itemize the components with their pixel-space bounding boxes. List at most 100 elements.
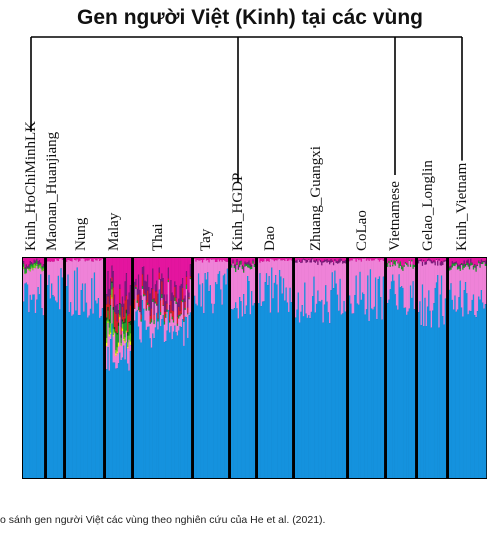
admixture-segment-blue <box>442 316 444 478</box>
admixture-segment-blue <box>76 267 79 478</box>
admixture-segment-magenta <box>261 258 264 262</box>
admixture-segment-pink <box>394 265 397 295</box>
admixture-segment-blue <box>216 284 218 478</box>
admixture-segment-purple <box>152 268 154 290</box>
admixture-segment-pink <box>449 270 451 290</box>
admixture-segment-blue <box>136 310 139 478</box>
admixture-segment-green <box>115 332 117 350</box>
admixture-segment-pink <box>205 260 208 280</box>
admixture-segment-blue <box>184 316 187 478</box>
admixture-segment-blue <box>336 294 339 478</box>
admixture-segment-magenta <box>408 258 411 260</box>
admixture-segment-pink <box>40 268 42 275</box>
admixture-segment-green <box>139 311 141 313</box>
admixture-segment-yellow <box>121 328 124 332</box>
admixture-segment-purple <box>23 261 25 264</box>
figure-caption: o sánh gen người Việt các vùng theo nghi… <box>0 514 326 526</box>
admixture-segment-magenta <box>84 258 87 262</box>
admixture-segment-blue <box>83 311 85 478</box>
admixture-segment-purple <box>166 294 168 304</box>
admixture-segment-pink <box>322 262 325 323</box>
admixture-segment-pink <box>267 260 269 286</box>
admixture-segment-magenta <box>189 258 192 265</box>
admixture-segment-magenta <box>364 258 367 259</box>
admixture-segment-magenta <box>289 258 291 260</box>
admixture-segment-magenta <box>41 258 43 266</box>
admixture-segment-darkgreen <box>108 319 111 322</box>
admixture-segment-magenta <box>475 258 478 266</box>
admixture-segment-red <box>128 313 130 323</box>
admixture-segment-yellow <box>127 346 129 349</box>
admixture-segment-purple <box>109 278 112 295</box>
admixture-segment-pink <box>101 258 104 309</box>
admixture-segment-pink <box>96 260 99 304</box>
admixture-segment-pink <box>80 258 83 291</box>
admixture-segment-red <box>172 311 175 321</box>
admixture-segment-purple <box>332 262 335 266</box>
admixture-segment-blue <box>60 268 62 478</box>
admixture-segment-blue <box>421 284 424 478</box>
admixture-segment-green <box>167 280 170 283</box>
admixture-segment-purple <box>326 259 328 263</box>
admixture-segment-green <box>245 264 248 266</box>
admixture-segment-red <box>187 307 189 314</box>
admixture-segment-magenta <box>401 258 403 266</box>
admixture-segment-green <box>401 265 403 270</box>
admixture-segment-purple <box>480 259 483 264</box>
admixture-segment-blue <box>237 318 240 478</box>
admixture-segment-magenta <box>29 258 32 262</box>
admixture-segment-magenta <box>284 258 286 261</box>
admixture-segment-blue <box>38 294 41 478</box>
admixture-segment-blue <box>207 272 209 478</box>
admixture-segment-magenta <box>278 258 281 259</box>
admixture-segment-lime <box>36 263 38 266</box>
admixture-segment-magenta <box>212 258 214 260</box>
admixture-segment-pink <box>358 260 360 305</box>
admixture-segment-magenta <box>413 258 416 266</box>
admixture-segment-purple <box>434 261 437 266</box>
admixture-segment-pink <box>460 265 463 308</box>
admixture-segment-pink <box>432 263 434 311</box>
population-label: Zhuang_Guangxi <box>308 146 324 251</box>
admixture-segment-blue <box>478 296 480 478</box>
admixture-segment-magenta <box>464 258 467 265</box>
admixture-segment-purple <box>134 281 136 300</box>
admixture-segment-magenta <box>38 258 41 261</box>
admixture-segment-red <box>144 293 146 296</box>
admixture-segment-pink <box>141 288 144 301</box>
admixture-segment-magenta <box>355 258 358 262</box>
admixture-segment-purple <box>154 284 157 292</box>
admixture-segment-purple <box>148 286 150 304</box>
admixture-segment-pink <box>443 261 446 325</box>
admixture-segment-magenta <box>195 258 197 262</box>
admixture-segment-magenta <box>312 258 314 259</box>
admixture-segment-pink <box>450 269 452 284</box>
admixture-segment-blue <box>168 332 171 478</box>
admixture-segment-blue <box>170 326 172 478</box>
admixture-segment-magenta <box>185 258 188 272</box>
admixture-segment-purple <box>338 259 340 264</box>
admixture-segment-blue <box>75 310 77 478</box>
admixture-segment-darkgreen <box>111 281 113 283</box>
admixture-segment-magenta <box>327 258 330 261</box>
admixture-segment-pink <box>180 314 183 328</box>
admixture-segment-pink <box>326 262 328 302</box>
admixture-segment-lime <box>107 319 109 322</box>
admixture-segment-pink <box>59 258 61 310</box>
admixture-segment-magenta <box>318 258 321 260</box>
admixture-segment-lime <box>41 269 43 272</box>
admixture-segment-magenta <box>203 258 205 260</box>
admixture-segment-purple <box>239 261 241 265</box>
admixture-segment-pink <box>380 259 382 298</box>
admixture-segment-pink <box>332 265 335 289</box>
admixture-segment-pink <box>463 267 466 291</box>
admixture-segment-purple <box>127 299 129 316</box>
admixture-segment-blue <box>188 315 191 478</box>
admixture-segment-pink <box>163 324 166 343</box>
admixture-segment-green <box>467 263 470 267</box>
admixture-segment-purple <box>325 259 327 262</box>
admixture-segment-magenta <box>101 258 104 259</box>
admixture-segment-purple <box>29 261 32 265</box>
admixture-segment-blue <box>204 273 207 478</box>
admixture-segment-magenta <box>211 258 213 260</box>
